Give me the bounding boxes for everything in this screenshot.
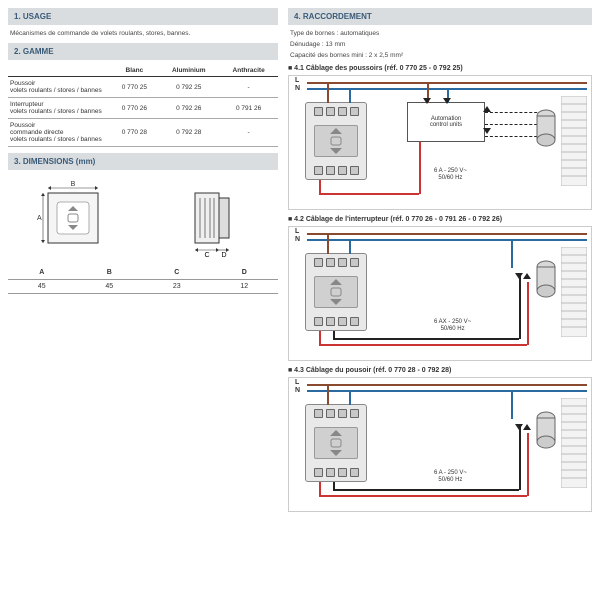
dimensions-table: ABCD 45452312 [8,266,278,294]
device-icon [305,253,367,331]
w3-title: ■ 4.3 Câblage du pousoir (réf. 0 770 28 … [288,367,592,374]
wiring-diagram-3: L N 6 A - 250 V~ 50/60 Hz [288,377,592,512]
automation-box: Automation control units [407,102,485,142]
table-row: Poussoir volets roulants / stores / bann… [8,77,278,98]
rating-label: 6 A - 250 V~ 50/60 Hz [434,470,467,484]
motor-icon [535,259,557,299]
gamme-table: BlancAluminiumAnthracite Poussoir volets… [8,65,278,147]
sec3-header: 3. DIMENSIONS (mm) [8,153,278,170]
front-view-icon: B A [33,178,113,258]
dimension-drawings: B A C D [8,178,278,258]
sec4-line3: Capacité des bornes mini : 2 x 2,5 mm² [288,52,592,59]
right-column: 4. RACCORDEMENT Type de bornes : automat… [288,8,592,592]
blind-icon [561,247,587,337]
table-row: Poussoir commande directe volets roulant… [8,119,278,147]
svg-text:B: B [71,181,76,188]
svg-text:C: C [204,252,209,258]
rating-label: 6 AX - 250 V~ 50/60 Hz [434,319,471,333]
side-view-icon: C D [173,178,253,258]
device-icon [305,102,367,180]
sec4-header: 4. RACCORDEMENT [288,8,592,25]
w2-title: ■ 4.2 Câblage de l'interrupteur (réf. 0 … [288,216,592,223]
sec4-line1: Type de bornes : automatiques [288,30,592,37]
sec4-line2: Dénudage : 13 mm [288,41,592,48]
sec1-text: Mécanismes de commande de volets roulant… [8,30,278,37]
blind-icon [561,398,587,488]
device-icon [305,404,367,482]
sec2-header: 2. GAMME [8,43,278,60]
blind-icon [561,96,587,186]
wiring-diagram-1: L N Automation control units [288,75,592,210]
left-column: 1. USAGE Mécanismes de commande de volet… [8,8,278,592]
svg-text:A: A [37,215,42,222]
sec1-header: 1. USAGE [8,8,278,25]
w1-title: ■ 4.1 Câblage des poussoirs (réf. 0 770 … [288,65,592,72]
table-row: Interrupteur volets roulants / stores / … [8,98,278,119]
rating-label: 6 A - 250 V~ 50/60 Hz [434,168,467,182]
svg-text:D: D [221,252,226,258]
motor-icon [535,410,557,450]
wiring-diagram-2: L N 6 AX - 250 V~ 50/60 Hz [288,226,592,361]
motor-icon [535,108,557,148]
